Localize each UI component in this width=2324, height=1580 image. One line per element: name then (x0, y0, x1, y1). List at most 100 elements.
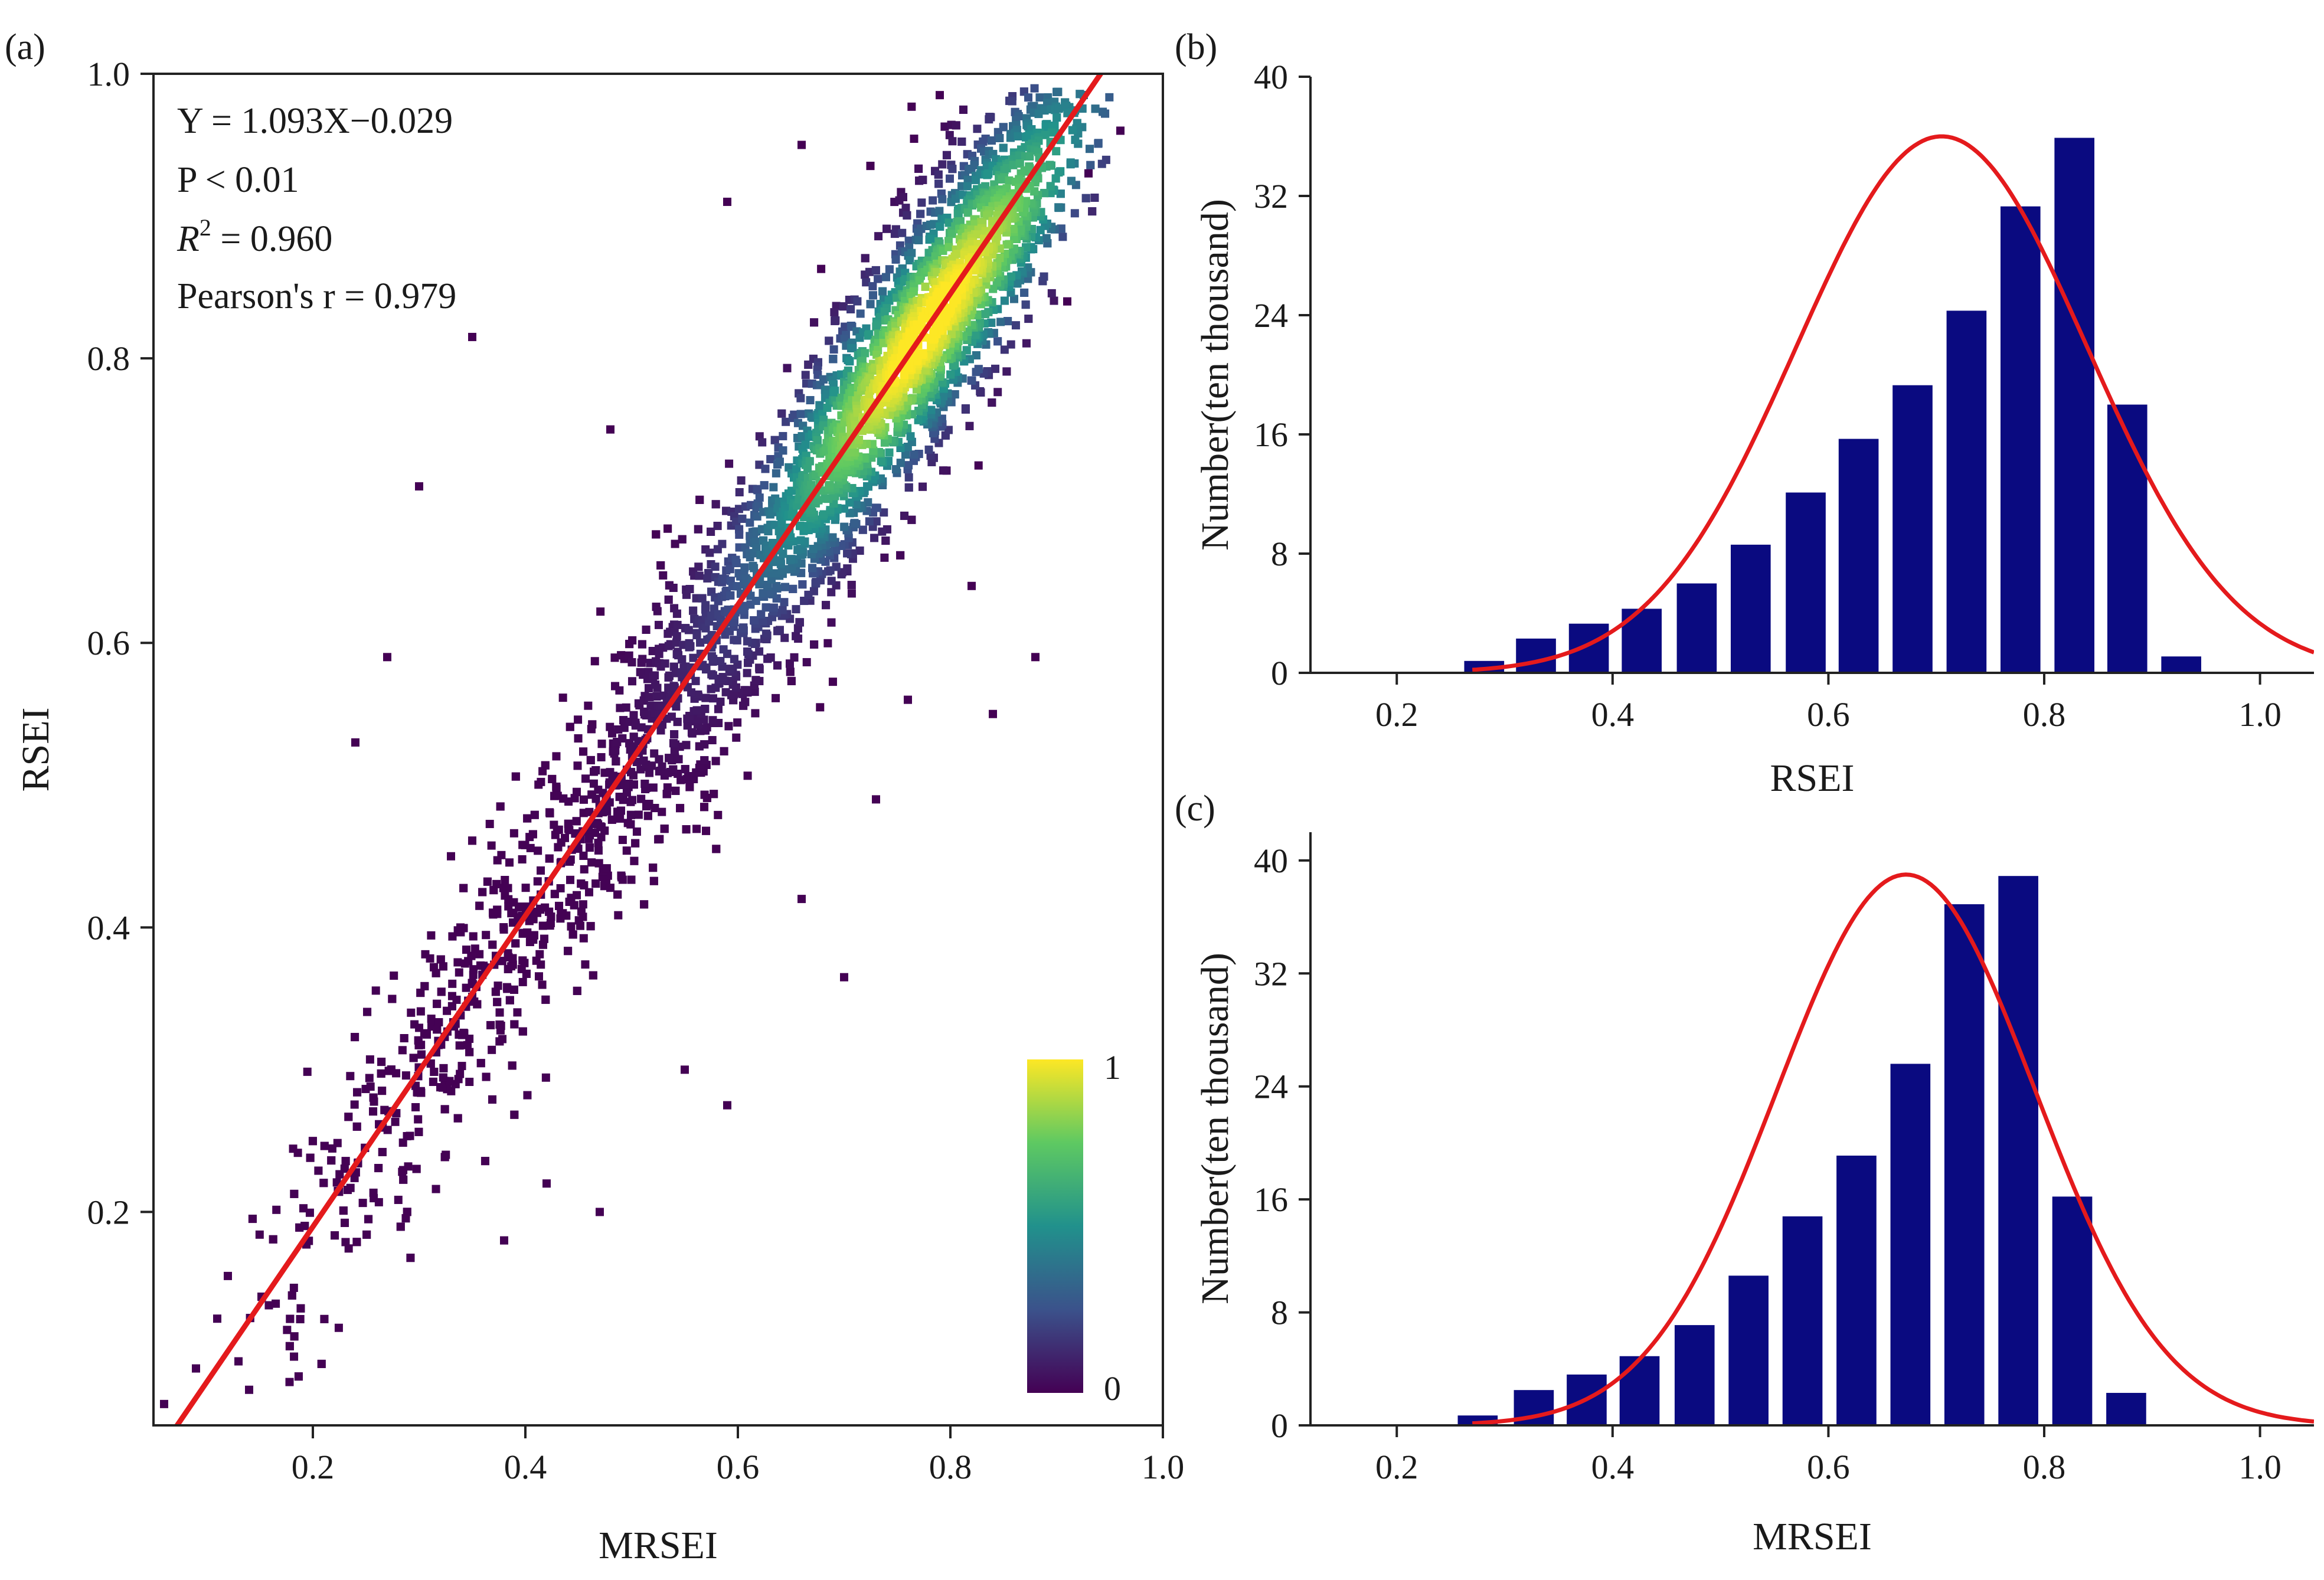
scatter-point (586, 755, 595, 764)
scatter-point (931, 252, 940, 261)
scatter-point (597, 753, 606, 761)
scatter-point (308, 1137, 317, 1146)
scatter-point (369, 1107, 378, 1116)
scatter-point (878, 287, 887, 296)
scatter-point (963, 182, 972, 191)
scatter-point (779, 446, 787, 455)
scatter-point (1015, 159, 1024, 168)
scatter-point (529, 931, 538, 940)
scatter-point (365, 1055, 374, 1064)
scatter-point (1000, 296, 1009, 305)
scatter-point (898, 192, 907, 201)
scatter-point (1088, 207, 1097, 216)
scatter-point (1066, 158, 1075, 167)
scatter-point (339, 1206, 348, 1215)
scatter-point (816, 703, 825, 712)
scatter-point (1013, 279, 1022, 288)
scatter-point (714, 810, 723, 819)
scatter-point (622, 846, 631, 855)
scatter-point (456, 1069, 465, 1078)
scatter-point (805, 457, 814, 466)
scatter-point (817, 264, 826, 273)
scatter-point (798, 580, 807, 589)
scatter-point (499, 923, 508, 932)
scatter-point (627, 677, 636, 686)
scatter-point (898, 228, 907, 237)
scatter-point (399, 1175, 408, 1184)
scatter-point (751, 537, 760, 546)
scatter-point (1071, 135, 1080, 144)
scatter-point (777, 409, 786, 418)
scatter-point (627, 658, 636, 667)
scatter-point (972, 175, 980, 184)
scatter-point (1020, 288, 1029, 297)
scatter-point (566, 722, 574, 731)
scatter-point (861, 349, 870, 358)
scatter-point (452, 995, 461, 1004)
scatter-point (369, 1188, 378, 1197)
scatter-point (556, 884, 565, 892)
scatter-point (649, 783, 658, 792)
scatter-point (469, 965, 478, 974)
scatter-point (735, 488, 744, 496)
scatter-point (656, 561, 665, 570)
scatter-point (944, 218, 953, 227)
scatter-point (483, 877, 492, 886)
scatter-point (1021, 300, 1030, 309)
scatter-point (882, 224, 891, 233)
scatter-point (871, 266, 880, 274)
scatter-point (363, 1007, 372, 1016)
scatter-point (344, 1113, 353, 1121)
scatter-point (334, 1323, 343, 1332)
scatter-point (837, 424, 846, 433)
scatter-point (394, 1195, 403, 1204)
scatter-point (663, 783, 672, 792)
scatter-point (901, 450, 910, 459)
scatter-point (757, 610, 766, 619)
scatter-point (827, 618, 836, 627)
scatter-point (453, 958, 462, 967)
scatter-point (716, 657, 725, 666)
scatter-point (1042, 234, 1051, 243)
scatter-point (493, 982, 502, 990)
scatter-point (616, 814, 625, 823)
scatter-point (613, 890, 622, 899)
scatter-point (390, 971, 398, 980)
scatter-point (406, 1254, 415, 1262)
scatter-point (618, 836, 627, 845)
scatter-point (700, 715, 708, 724)
scatter-point (760, 481, 769, 490)
scatter-point (529, 915, 538, 924)
scatter-point (521, 884, 530, 892)
scatter-point (999, 123, 1008, 132)
scatter-point (907, 248, 916, 257)
scatter-point (341, 1218, 349, 1227)
scatter-point (847, 581, 856, 590)
scatter-point (578, 900, 587, 909)
scatter-point (769, 603, 778, 612)
scatter-point (881, 273, 890, 282)
scatter-point (299, 1204, 308, 1213)
scatter-point (317, 1359, 326, 1368)
scatter-panel-a: (a) 0.2 0.4 0.6 0.8 1.0 0.20.40.60.81.0 MRSE… (5, 27, 1184, 1567)
scatter-point (900, 511, 909, 520)
scatter-point (777, 566, 786, 575)
scatter-point (358, 1199, 367, 1208)
scatter-point (306, 1153, 315, 1162)
scatter-point (743, 669, 751, 678)
scatter-point (534, 972, 543, 981)
scatter-point (416, 989, 425, 997)
scatter-point (327, 1156, 336, 1165)
scatter-point (523, 1091, 532, 1100)
scatter-point (1030, 84, 1039, 93)
scatter-point (493, 905, 502, 914)
scatter-point (696, 638, 705, 647)
scatter-point (776, 556, 785, 565)
scatter-point (465, 1078, 474, 1087)
scatter-point (541, 1073, 550, 1082)
scatter-point (1047, 128, 1056, 137)
scatter-point (1047, 289, 1056, 297)
scatter-point (333, 1139, 342, 1147)
scatter-point (300, 1222, 309, 1231)
